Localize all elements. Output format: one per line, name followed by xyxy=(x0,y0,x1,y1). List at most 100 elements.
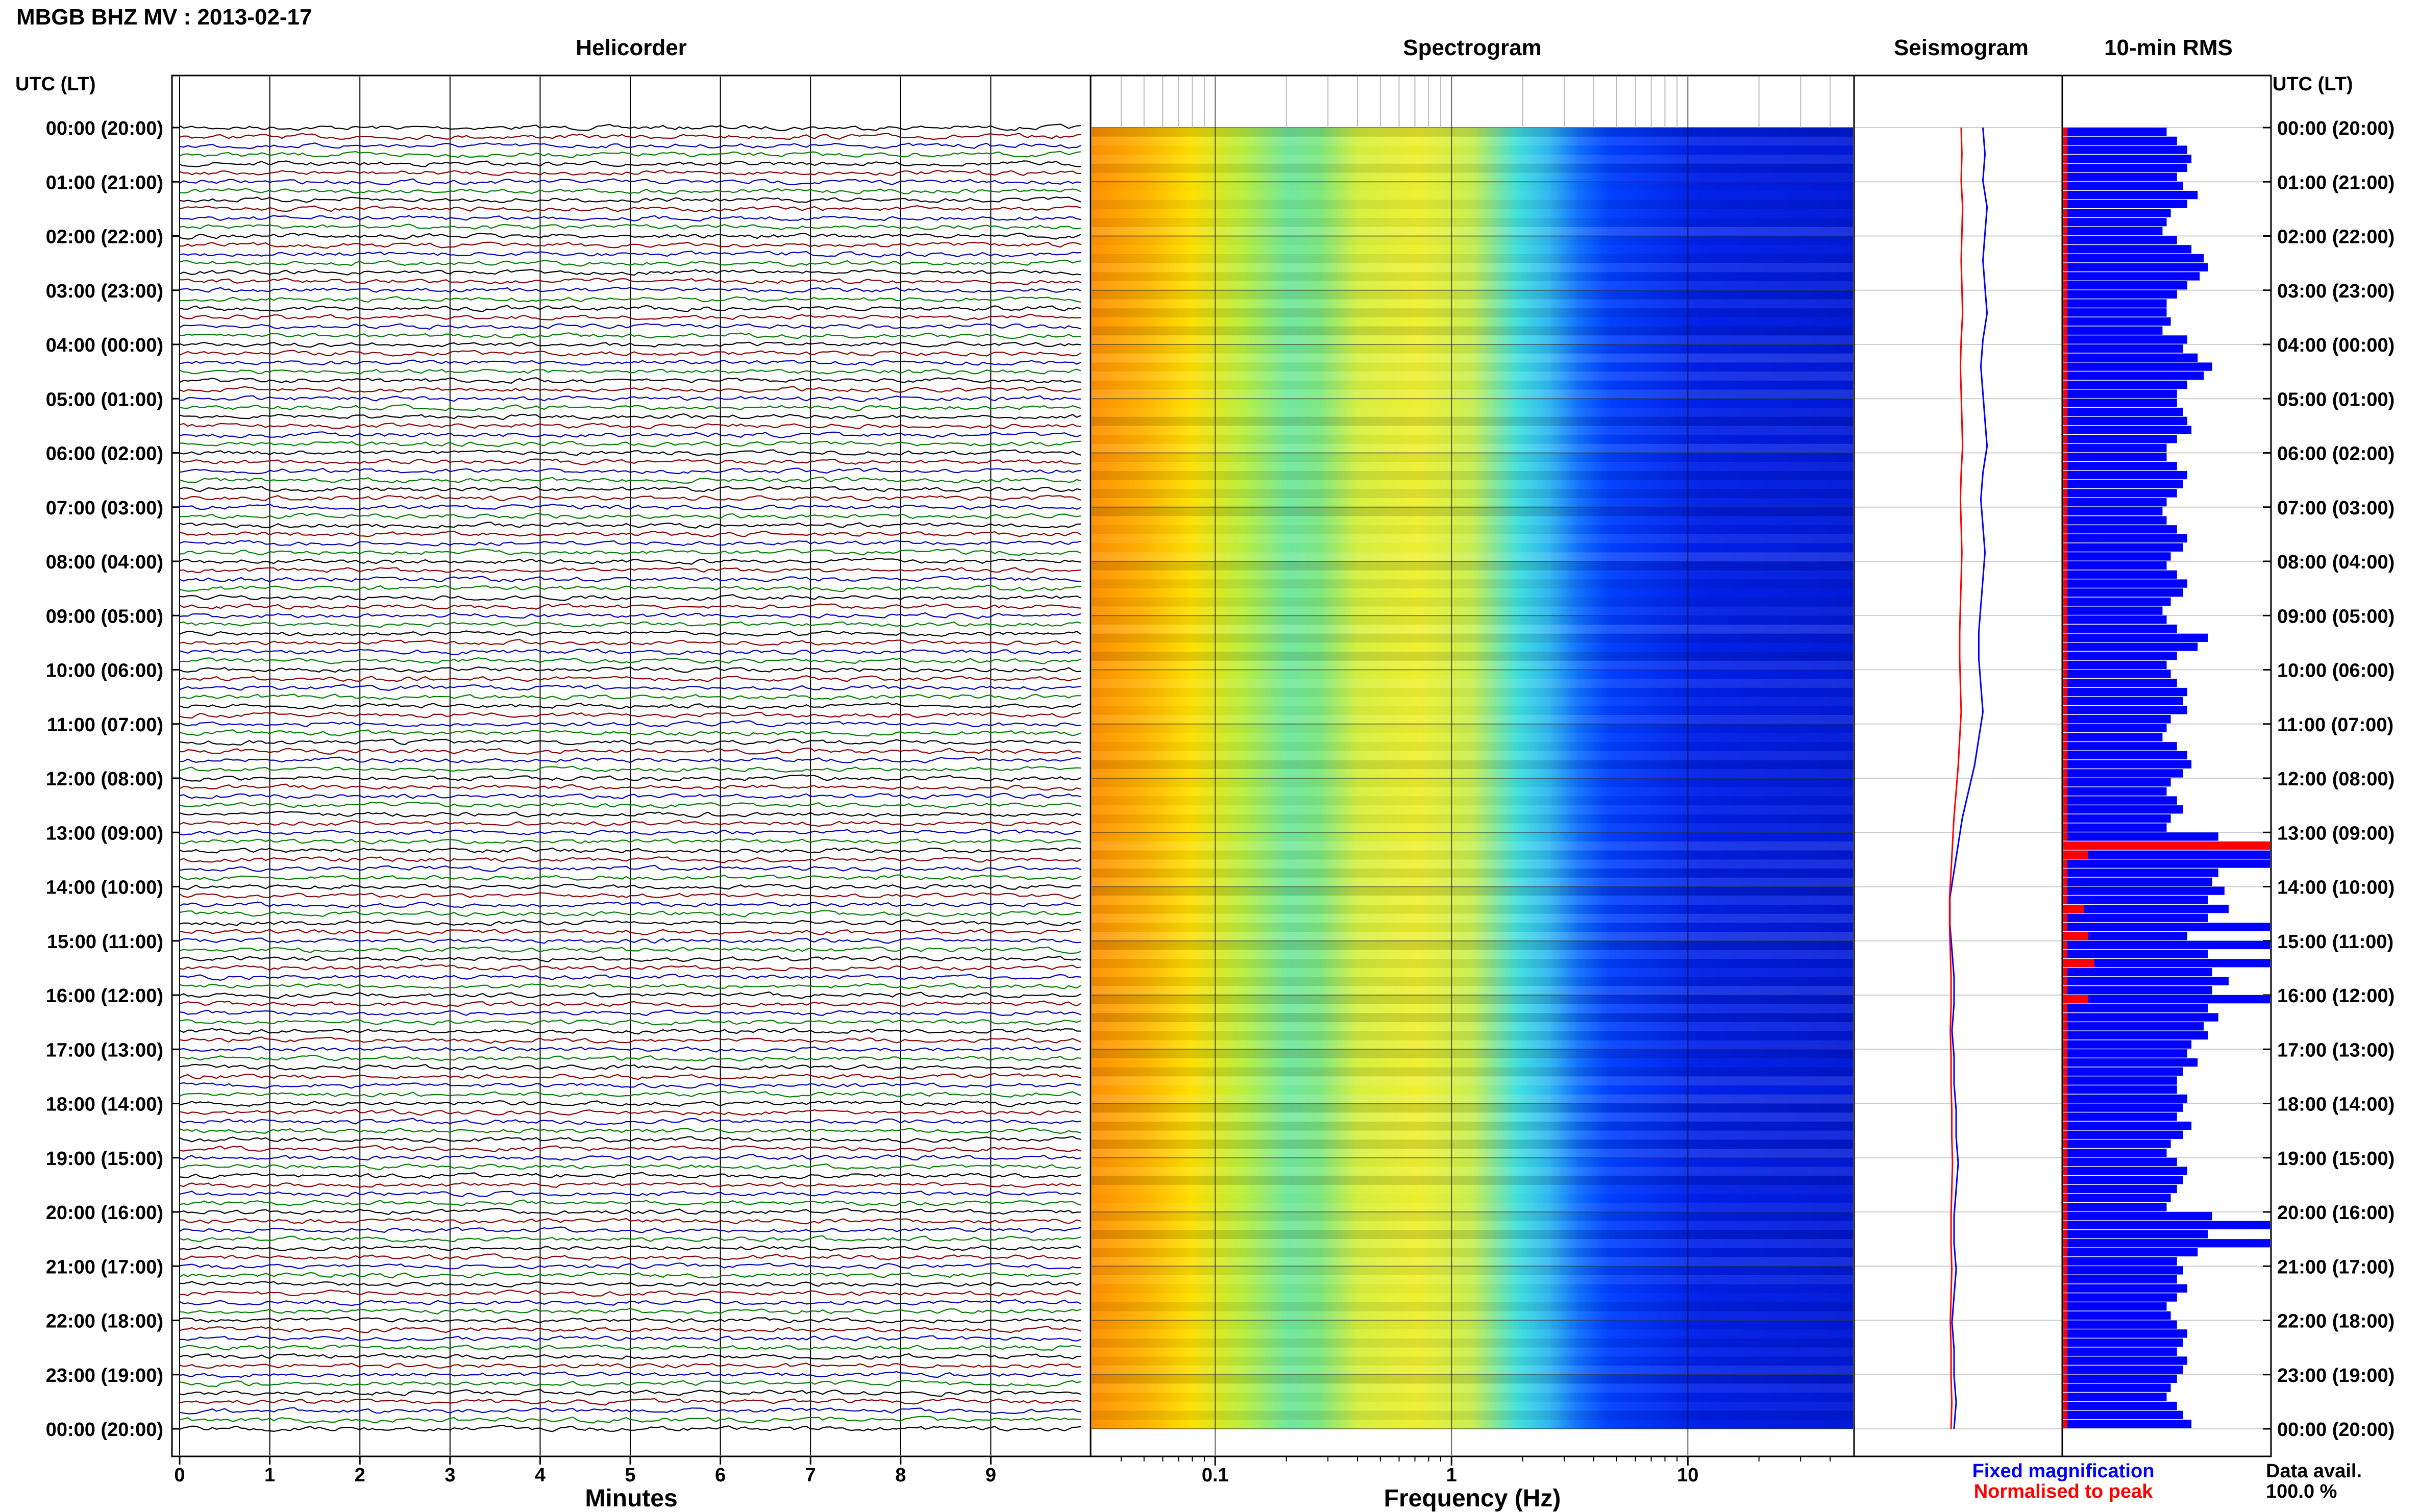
time-label-right: 00:00 (20:00) xyxy=(2277,118,2395,139)
helicorder-trace xyxy=(179,1145,1081,1153)
rms-bar xyxy=(2063,534,2187,543)
rms-bar xyxy=(2063,1293,2177,1302)
rms-bar xyxy=(2063,1266,2183,1275)
spectrogram-row xyxy=(1092,1293,1853,1302)
rms-normalised-bar xyxy=(2063,190,2068,200)
time-label-left: 15:00 (11:00) xyxy=(47,931,163,953)
helicorder-trace xyxy=(179,423,1081,430)
spectrogram-row xyxy=(1092,1058,1853,1068)
rms-normalised-bar xyxy=(2063,760,2068,769)
rms-normalised-bar xyxy=(2063,1004,2068,1013)
rms-normalised-bar xyxy=(2063,1293,2068,1302)
rms-normalised-bar xyxy=(2063,1157,2068,1167)
spectrogram-row xyxy=(1092,1094,1853,1104)
spectrogram-row xyxy=(1092,1167,1853,1176)
rms-normalised-bar xyxy=(2063,254,2068,263)
spectrogram-row xyxy=(1092,1130,1853,1140)
helicorder-trace xyxy=(179,1398,1081,1406)
rms-normalised-bar xyxy=(2063,1184,2068,1194)
helicorder-trace xyxy=(179,169,1081,176)
helicorder-trace xyxy=(179,188,1081,194)
rms-normalised-bar xyxy=(2063,462,2068,470)
time-label-right: 18:00 (14:00) xyxy=(2277,1094,2395,1116)
rms-normalised-bar xyxy=(2063,1139,2068,1148)
helicorder-trace xyxy=(179,313,1081,321)
helicorder-trace xyxy=(179,1019,1081,1026)
spectrogram-row xyxy=(1092,344,1853,354)
time-label-left: 06:00 (02:00) xyxy=(46,443,163,465)
seismogram-title: Seismogram xyxy=(1894,35,2029,60)
helicorder-trace xyxy=(179,1154,1081,1161)
rms-normalised-bar xyxy=(2063,218,2068,227)
helicorder-trace xyxy=(179,1389,1081,1397)
rms-bar xyxy=(2063,155,2192,163)
helicorder-trace xyxy=(179,838,1081,845)
rms-bar xyxy=(2063,1112,2177,1121)
spectrogram-row xyxy=(1092,507,1853,516)
spectrogram-row xyxy=(1092,498,1853,507)
rms-bar xyxy=(2063,652,2177,660)
spectrogram-row xyxy=(1092,814,1853,824)
time-label-left: 01:00 (21:00) xyxy=(46,172,163,193)
rms-bar xyxy=(2063,507,2163,516)
helicorder-trace xyxy=(179,359,1081,366)
helicorder-trace xyxy=(179,657,1081,664)
rms-bar xyxy=(2063,579,2187,588)
helicorder-trace xyxy=(179,1272,1081,1279)
rms-normalised-bar xyxy=(2063,1149,2068,1157)
rms-normalised-bar xyxy=(2063,1194,2068,1202)
spectrogram-row xyxy=(1092,787,1853,797)
time-label-right: 19:00 (15:00) xyxy=(2277,1148,2395,1170)
helicorder-trace xyxy=(179,666,1081,673)
rms-normalised-bar xyxy=(2063,353,2068,362)
helicorder-trace xyxy=(179,377,1081,384)
helicorder-trace xyxy=(179,458,1081,465)
time-label-left: 09:00 (05:00) xyxy=(46,606,163,627)
rms-normalised-bar xyxy=(2063,281,2068,290)
spectrogram-row xyxy=(1092,1031,1853,1040)
helicorder-trace xyxy=(179,1235,1081,1243)
rms-bar xyxy=(2063,769,2183,778)
spectrogram-row xyxy=(1092,236,1853,245)
rms-normalised-bar xyxy=(2063,498,2068,507)
time-label-left: 16:00 (12:00) xyxy=(46,985,163,1007)
rms-bar xyxy=(2063,679,2177,687)
rms-normalised-bar xyxy=(2063,923,2068,931)
helicorder-trace xyxy=(179,810,1081,818)
time-label-left: 12:00 (08:00) xyxy=(46,769,163,790)
spectrogram-row xyxy=(1092,715,1853,724)
helicorder-trace xyxy=(179,928,1081,935)
helicorder-trace xyxy=(179,1028,1081,1035)
helicorder-trace xyxy=(179,133,1081,140)
rms-normalised-bar xyxy=(2063,742,2068,751)
spectrogram-row xyxy=(1092,588,1853,598)
rms-normalised-bar xyxy=(2063,543,2068,552)
helicorder-trace xyxy=(179,802,1081,809)
rms-normalised-bar xyxy=(2063,1320,2068,1329)
rms-bar xyxy=(2063,615,2167,624)
rms-normalised-bar xyxy=(2063,227,2068,236)
spectrogram-row xyxy=(1092,1149,1853,1158)
helicorder-trace xyxy=(179,630,1081,637)
spectrogram-row xyxy=(1092,1212,1853,1221)
rms-bar xyxy=(2063,1257,2177,1266)
rms-normalised-bar xyxy=(2063,715,2068,724)
rms-normalised-bar xyxy=(2063,163,2068,172)
rms-normalised-bar xyxy=(2063,326,2068,335)
spectrogram-row xyxy=(1092,1203,1853,1212)
helicorder-trace xyxy=(179,864,1081,872)
time-label-right: 14:00 (10:00) xyxy=(2277,877,2395,899)
rms-normalised-bar xyxy=(2063,480,2068,488)
left-utc-header: UTC (LT) xyxy=(15,73,96,95)
helicorder-trace xyxy=(179,395,1081,402)
time-label-left: 21:00 (17:00) xyxy=(46,1256,163,1278)
rms-bar xyxy=(2063,1338,2183,1347)
rms-normalised-bar xyxy=(2063,733,2068,741)
minute-tick-label: 4 xyxy=(535,1465,546,1486)
rms-bar xyxy=(2063,362,2212,371)
helicorder-trace xyxy=(179,413,1081,420)
data-avail-label: Data avail. xyxy=(2266,1460,2362,1482)
rms-normalised-bar xyxy=(2063,172,2068,181)
spectrogram-row xyxy=(1092,1366,1853,1375)
time-label-right: 17:00 (13:00) xyxy=(2277,1039,2395,1061)
